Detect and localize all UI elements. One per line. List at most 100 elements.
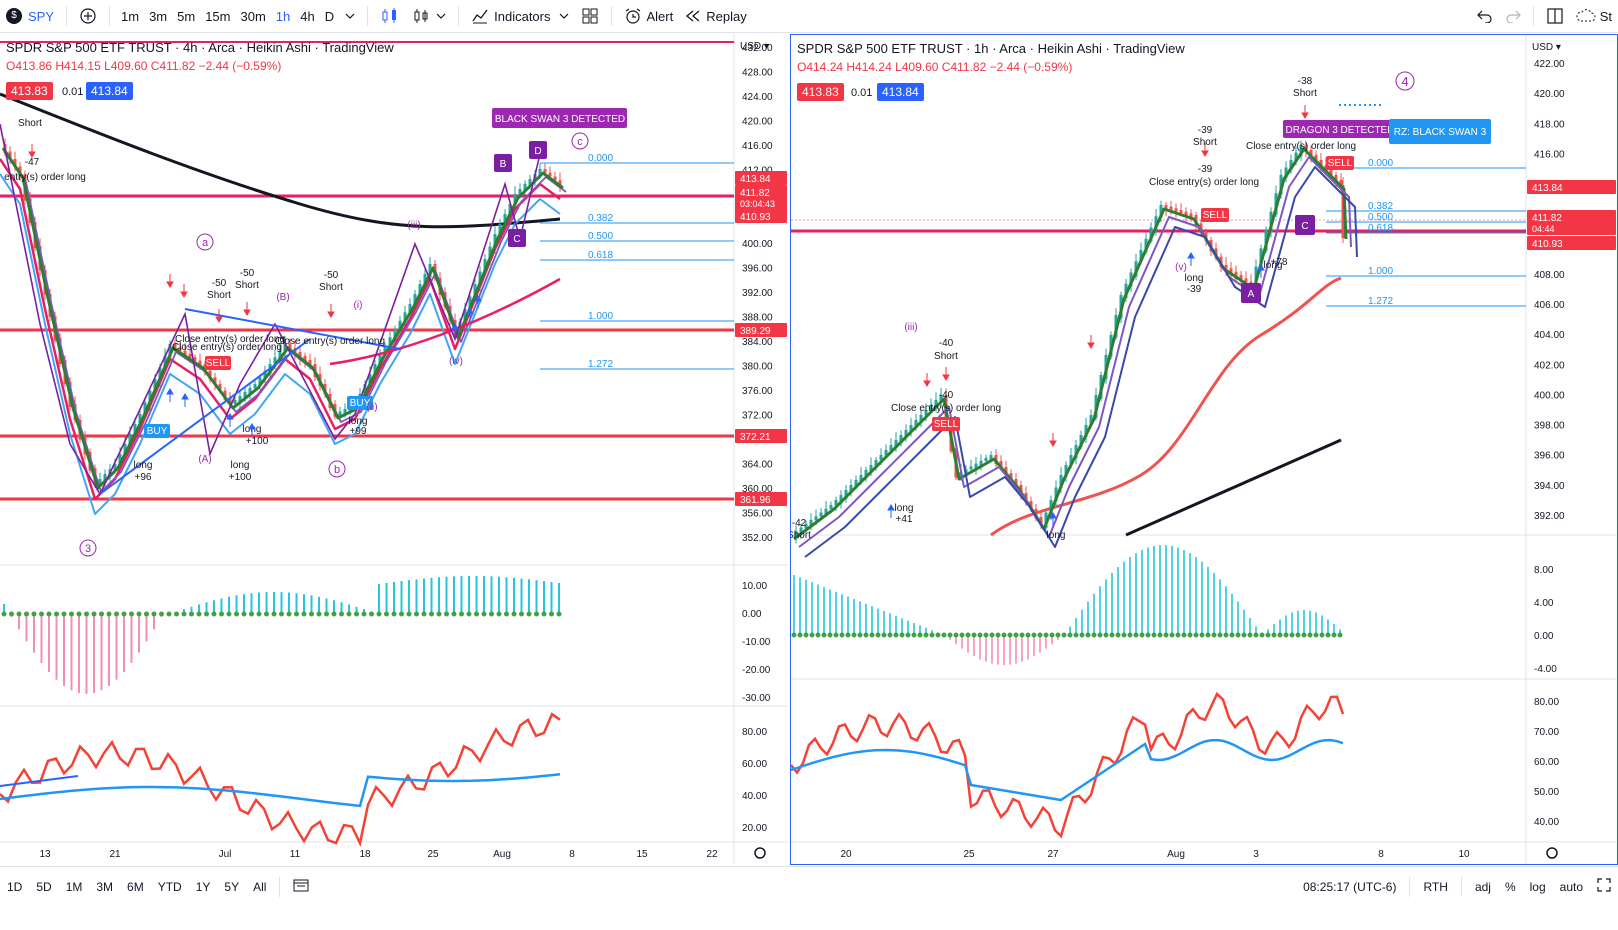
interval-3m[interactable]: 3m <box>149 8 168 24</box>
log-toggle[interactable]: log <box>1529 879 1546 894</box>
osc-zero-dot <box>917 632 923 638</box>
interval-4h[interactable]: 4h <box>300 8 315 24</box>
bar-style-button[interactable] <box>374 0 406 33</box>
candle-body <box>113 464 117 471</box>
chart-pane-4h[interactable]: USD ▾432.00428.00424.00420.00416.00412.0… <box>0 34 788 865</box>
price-tick-label: 394.00 <box>1534 481 1565 492</box>
templates-button[interactable] <box>575 0 605 33</box>
sell-arrow-icon <box>1301 105 1309 119</box>
candle-body <box>278 350 282 360</box>
buy-arrow-icon <box>466 308 474 322</box>
rsi-slow-line <box>791 738 1344 802</box>
candle-body <box>153 379 157 391</box>
clock-time[interactable]: 08:25:17 (UTC-6) <box>1303 879 1397 894</box>
percent-toggle[interactable]: % <box>1504 879 1516 894</box>
dragon-badge-label: DRAGON 3 DETECTED <box>1286 125 1395 136</box>
replay-button[interactable]: Replay <box>679 0 752 33</box>
bid-box[interactable]: 413.83 <box>797 83 844 101</box>
chart-pane-1h[interactable]: USD ▾422.00420.00418.00416.00414.00412.0… <box>790 34 1618 865</box>
osc-zero-dot <box>1067 632 1073 638</box>
rsi-fast-line <box>0 712 561 847</box>
range-5d[interactable]: 5D <box>36 879 52 894</box>
ask-box[interactable]: 413.84 <box>86 82 133 100</box>
range-1d[interactable]: 1D <box>7 879 23 894</box>
range-3m[interactable]: 3M <box>96 879 114 894</box>
osc-zero-dot <box>361 611 367 617</box>
time-tick-label: 25 <box>963 849 975 860</box>
undo-button[interactable] <box>1471 0 1499 33</box>
candle-body <box>849 485 853 493</box>
interval-1m[interactable]: 1m <box>121 8 140 24</box>
interval-dropdown[interactable] <box>339 0 361 33</box>
candle-body <box>829 505 833 510</box>
osc-zero-dot <box>1229 632 1235 638</box>
divider <box>109 6 111 26</box>
redo-button[interactable] <box>1499 0 1527 33</box>
candle-body <box>939 395 943 404</box>
rsi-trendline <box>0 775 79 787</box>
chart-type-button[interactable] <box>406 0 452 33</box>
adj-toggle[interactable]: adj <box>1474 879 1491 894</box>
indicators-button[interactable]: Indicators <box>465 0 574 33</box>
signal-annotation: Short <box>791 530 811 541</box>
interval-1h[interactable]: 1h <box>275 8 291 24</box>
candle-body <box>413 294 417 306</box>
ma-50-line <box>329 277 561 366</box>
candle-body <box>1341 185 1345 239</box>
compare-add-button[interactable] <box>73 0 103 33</box>
candle-body <box>238 396 242 403</box>
fib-level-label: 1.272 <box>588 359 613 370</box>
osc-zero-dot <box>983 632 989 638</box>
rsi-tick-label: 40.00 <box>1534 817 1559 828</box>
pattern-point-marker <box>1295 215 1315 235</box>
sell-arrow-icon <box>28 144 36 158</box>
candle-body <box>558 180 562 187</box>
auto-toggle[interactable]: auto <box>1559 879 1583 894</box>
range-5y[interactable]: 5Y <box>224 879 240 894</box>
range-1m[interactable]: 1M <box>65 879 83 894</box>
ask-box[interactable]: 413.84 <box>877 83 924 101</box>
alert-button[interactable]: Alert <box>618 0 680 33</box>
cloud-save-button[interactable]: St <box>1570 0 1618 33</box>
chart-canvas-4h[interactable]: USD ▾432.00428.00424.00420.00416.00412.0… <box>0 34 788 865</box>
osc-zero-dot <box>496 611 502 617</box>
osc-zero-dot <box>256 611 262 617</box>
signal-annotation: long <box>1047 530 1066 541</box>
candle-body <box>408 304 412 313</box>
osc-zero-dot <box>129 611 134 617</box>
candle-body <box>248 388 252 394</box>
fullscreen-button[interactable] <box>1590 878 1618 895</box>
bid-box[interactable]: 413.83 <box>6 82 53 100</box>
candle-body <box>138 414 142 425</box>
candle-body <box>1004 467 1008 474</box>
date-range-button[interactable] <box>286 878 316 895</box>
wave-label: a <box>202 237 209 249</box>
osc-zero-dot <box>331 611 337 617</box>
range-1y[interactable]: 1Y <box>195 879 211 894</box>
interval-15m[interactable]: 15m <box>205 8 231 24</box>
candle-body <box>914 420 918 428</box>
chart-canvas-1h[interactable]: USD ▾422.00420.00418.00416.00414.00412.0… <box>791 35 1617 864</box>
candle-body <box>1059 475 1063 489</box>
time-tick-label: 22 <box>706 849 718 860</box>
interval-5m[interactable]: 5m <box>177 8 196 24</box>
wave-label: b <box>334 464 340 476</box>
range-6m[interactable]: 6M <box>127 879 144 894</box>
sell-arrow-icon <box>1087 335 1095 349</box>
layout-button[interactable] <box>1540 0 1570 33</box>
osc-zero-dot <box>977 632 983 638</box>
range-all[interactable]: All <box>253 879 267 894</box>
interval-30m[interactable]: 30m <box>240 8 266 24</box>
session-button[interactable]: RTH <box>1423 879 1448 894</box>
candle-body <box>468 296 472 311</box>
signal-annotation: Short <box>1193 137 1217 148</box>
interval-D[interactable]: D <box>324 8 335 24</box>
range-ytd[interactable]: YTD <box>157 879 182 894</box>
signal-annotation: (ii) <box>366 402 377 413</box>
price-tick-label: 400.00 <box>1534 390 1565 401</box>
osc-zero-dot <box>1133 632 1139 638</box>
signal-box <box>205 356 231 370</box>
divider <box>610 6 612 26</box>
symbol-search[interactable]: $ SPY <box>0 0 60 33</box>
osc-zero-dot <box>474 611 479 617</box>
